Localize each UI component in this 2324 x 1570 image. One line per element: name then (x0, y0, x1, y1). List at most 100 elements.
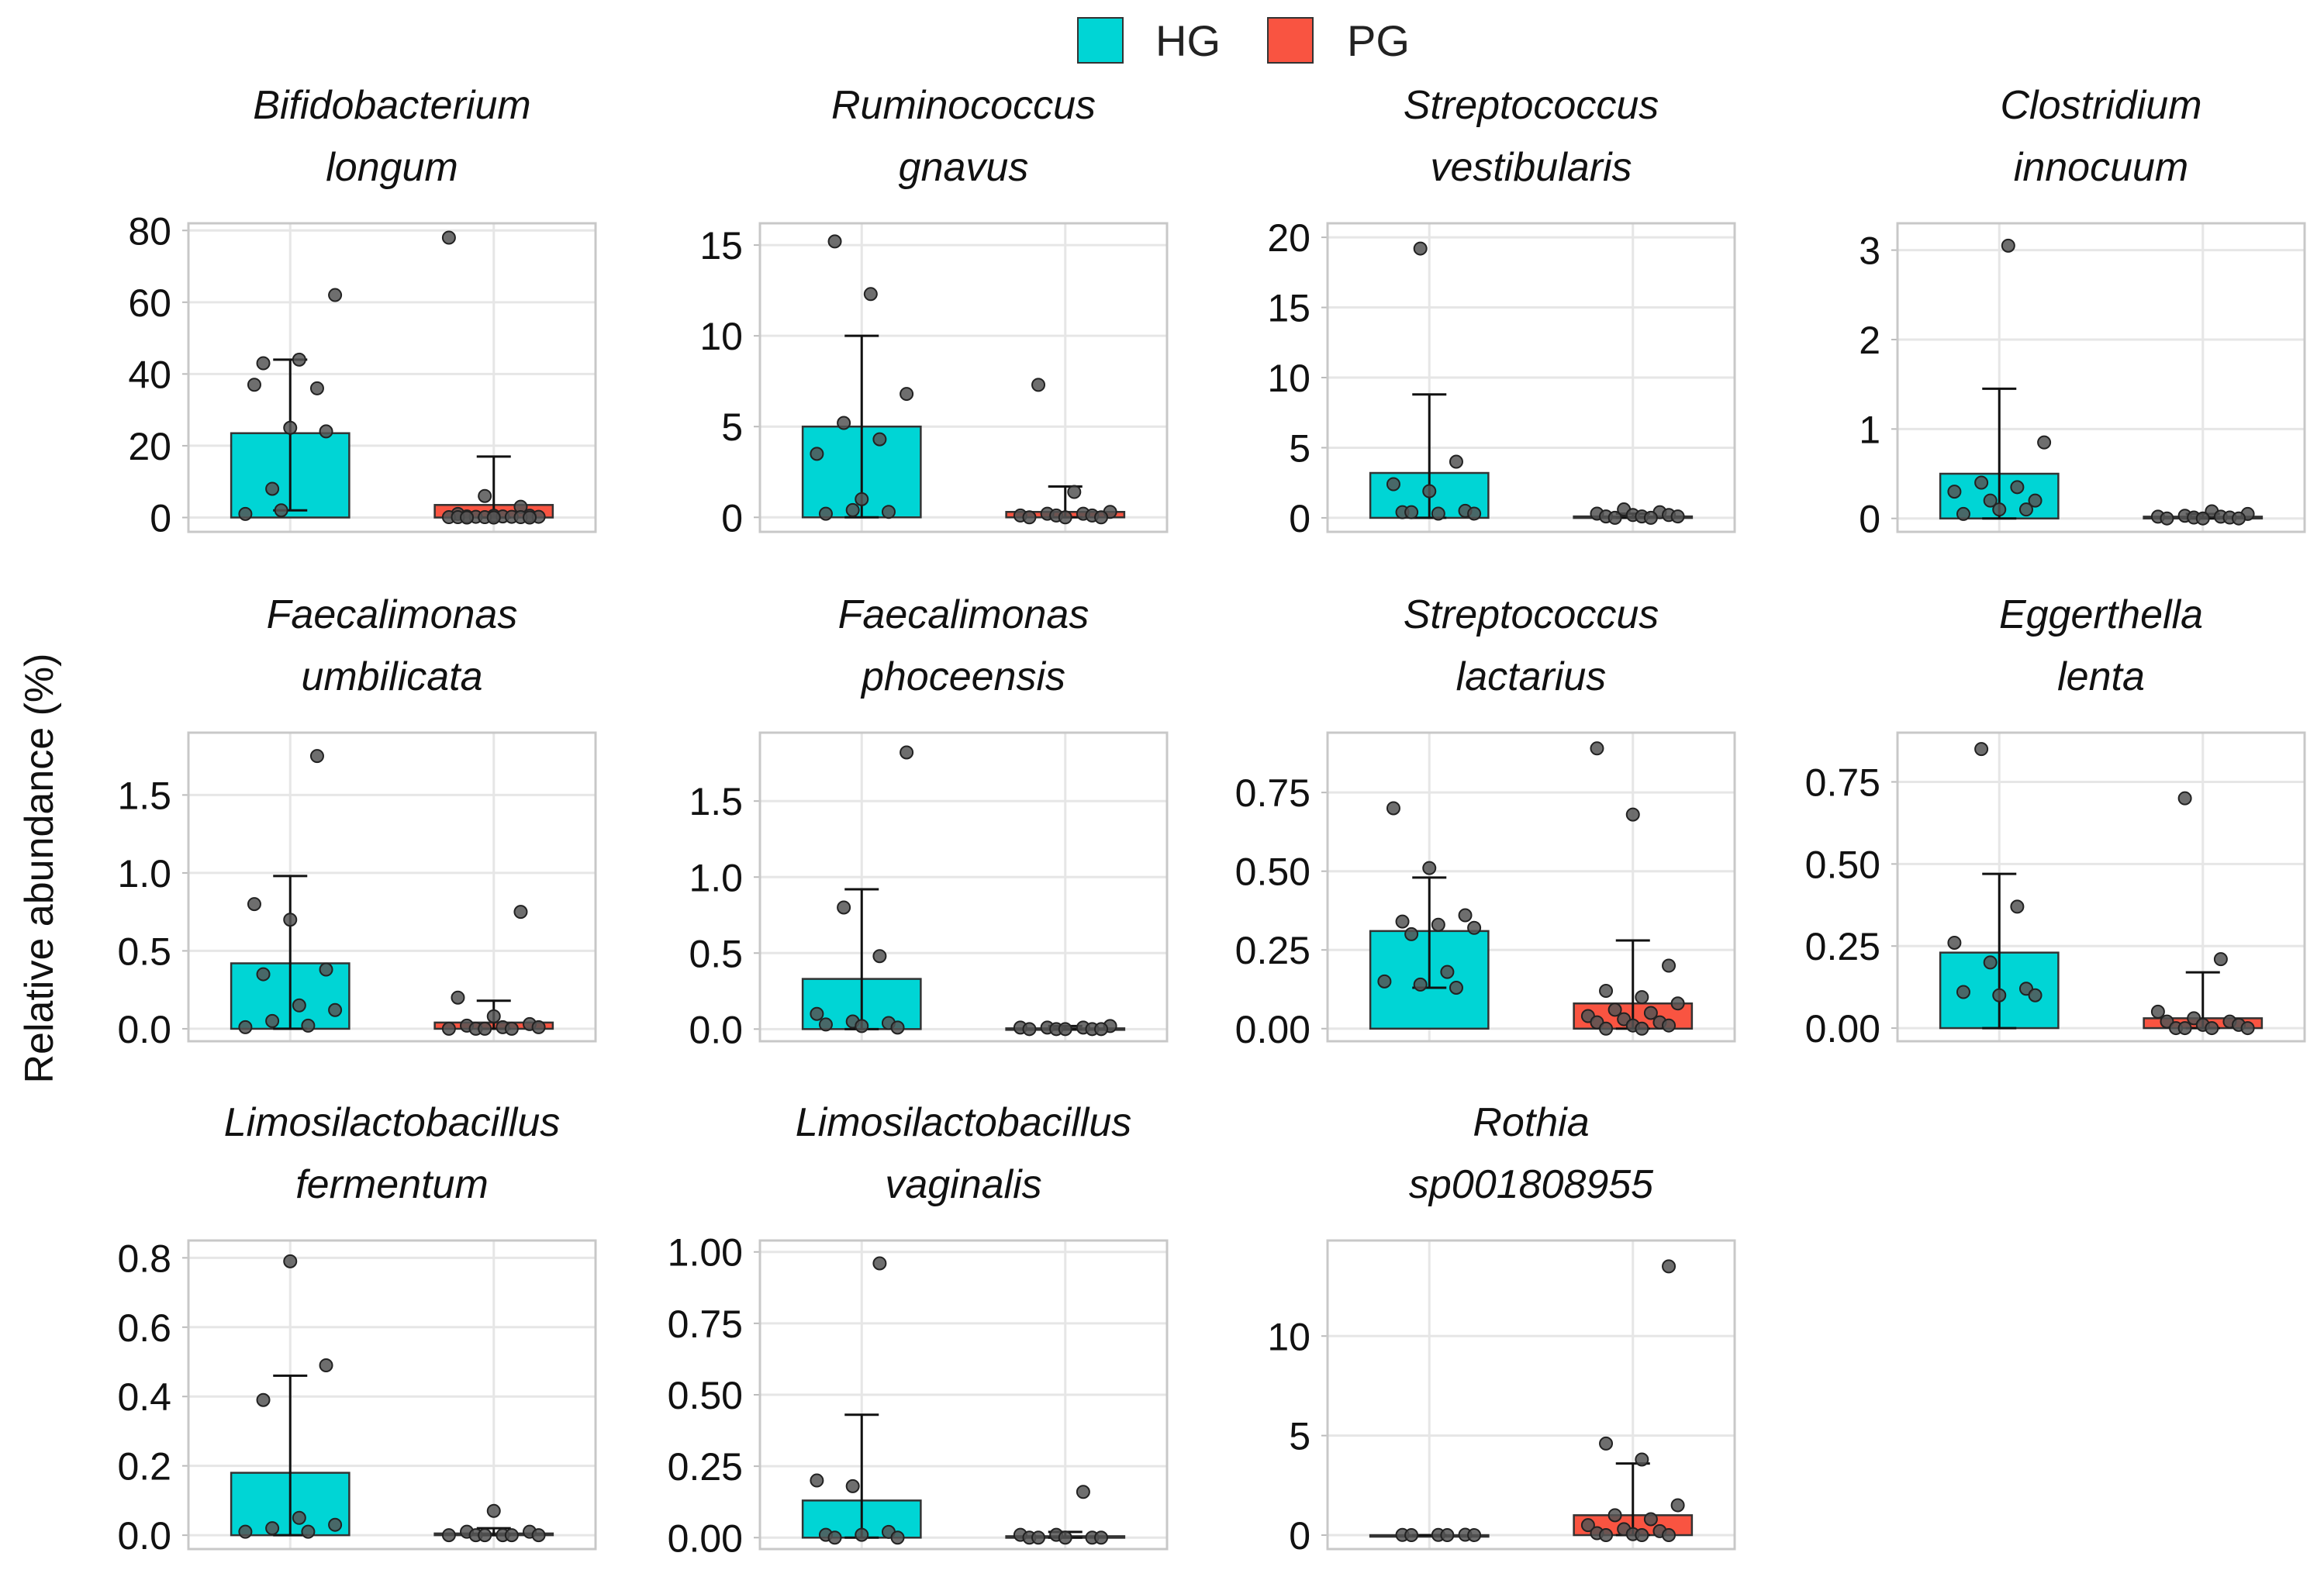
panel-title: Bifidobacterium (253, 83, 530, 128)
data-point (2240, 1021, 2255, 1036)
data-point (810, 447, 824, 461)
y-tick-label: 0.50 (668, 1374, 743, 1417)
data-point (2018, 502, 2033, 517)
y-tick-label: 0.0 (117, 1514, 171, 1558)
y-tick-label: 80 (128, 209, 171, 253)
data-point (1662, 1259, 1677, 1274)
data-point (1599, 1021, 1614, 1036)
data-point (2028, 493, 2043, 508)
data-point (504, 1528, 519, 1543)
data-point (2160, 511, 2174, 526)
data-point (1431, 506, 1445, 521)
plot-frame (758, 1239, 1169, 1551)
chart-panel: Limosilactobacillus vaginalis 0.00 0.25 0.50… (668, 1100, 1169, 1560)
data-point (1599, 1528, 1614, 1543)
chart-panel: Ruminococcus gnavus 0 5 10 15 (699, 83, 1169, 540)
data-point (1022, 510, 1037, 525)
legend-swatch-pg (1267, 17, 1314, 64)
data-point (1440, 1528, 1455, 1543)
data-point (2232, 511, 2246, 526)
data-point (1449, 980, 1463, 995)
legend-label-hg: HG (1155, 16, 1221, 65)
panel-title: innocuum (2014, 145, 2188, 190)
data-point (1625, 807, 1640, 822)
data-point (1458, 908, 1473, 923)
data-point (1404, 926, 1419, 941)
data-point (1643, 1006, 1658, 1020)
data-point (1076, 1485, 1090, 1499)
chart-panel: Limosilactobacillus fermentum 0.0 0.2 0.4 0.6… (117, 1100, 597, 1558)
y-tick-label: 0.5 (117, 930, 171, 973)
data-point (441, 1021, 456, 1036)
data-point (1580, 1518, 1595, 1533)
panel-title: vestibularis (1430, 145, 1632, 190)
chart-panel: Faecalimonas phoceensis 0.0 0.5 1.0 1.5 (689, 592, 1169, 1051)
data-point (1422, 484, 1437, 499)
panel-title: lactarius (1456, 654, 1607, 699)
data-point (1643, 510, 1658, 525)
data-point (1590, 741, 1604, 756)
panel-title: Limosilactobacillus (224, 1100, 561, 1145)
data-point (513, 905, 528, 920)
panel-title: Ruminococcus (831, 83, 1096, 128)
data-point (1983, 955, 1998, 970)
data-point (2001, 238, 2015, 253)
data-point (890, 1020, 905, 1035)
data-point (1956, 985, 1970, 999)
legend-swatch-hg (1077, 17, 1124, 64)
data-point (863, 287, 878, 302)
y-tick-label: 15 (1267, 287, 1310, 330)
data-point (2010, 899, 2025, 914)
data-point (872, 949, 887, 964)
chart-panel: Faecalimonas umbilicata 0.0 0.5 1.0 1.5 (117, 592, 597, 1051)
y-tick-label: 5 (1289, 426, 1310, 470)
data-point (531, 1020, 546, 1034)
y-tick-label: 0.6 (117, 1306, 171, 1350)
data-point (1404, 1528, 1419, 1543)
data-point (1599, 1436, 1614, 1451)
y-tick-label: 5 (721, 405, 743, 449)
data-point (1395, 914, 1410, 929)
data-point (1992, 502, 2007, 517)
y-tick-label: 0.25 (668, 1445, 743, 1489)
data-point (1635, 1021, 1649, 1036)
chart-panel: Eggerthella lenta 0.00 0.25 0.50 0.75 (1805, 592, 2306, 1051)
data-point (1449, 454, 1463, 469)
y-tick-label: 0.25 (1235, 929, 1310, 972)
y-tick-label: 1.5 (689, 780, 743, 823)
data-point (1094, 1530, 1109, 1545)
y-tick-label: 0 (150, 496, 171, 540)
data-point (256, 356, 271, 371)
data-point (328, 288, 343, 302)
data-point (265, 481, 280, 496)
data-point (478, 1021, 492, 1036)
data-point (486, 1503, 501, 1518)
data-point (319, 424, 333, 439)
y-tick-label: 0.75 (668, 1303, 743, 1346)
data-point (1983, 493, 1998, 508)
data-point (309, 381, 324, 395)
data-point (1947, 485, 1962, 499)
data-point (2177, 791, 2192, 806)
y-tick-label: 10 (1267, 357, 1310, 400)
data-point (1643, 1512, 1658, 1527)
data-point (309, 749, 324, 764)
data-point (238, 1020, 253, 1034)
y-tick-label: 0.00 (668, 1517, 743, 1560)
data-point (845, 502, 860, 517)
data-point (855, 1527, 869, 1542)
data-point (810, 1006, 824, 1021)
data-point (1947, 935, 1962, 950)
panel-title: Eggerthella (1999, 592, 2203, 637)
legend: HG PG (1077, 16, 1410, 65)
data-point (2028, 988, 2043, 1002)
data-point (504, 1021, 519, 1036)
data-point (1607, 1002, 1622, 1017)
y-tick-label: 0 (1289, 1514, 1310, 1558)
legend-label-pg: PG (1347, 16, 1410, 65)
data-point (301, 1524, 316, 1539)
data-point (1662, 1528, 1677, 1543)
y-axis-label: Relative abundance (%) (17, 654, 62, 1084)
y-tick-label: 0.0 (117, 1008, 171, 1051)
plot-frame (1896, 731, 2306, 1043)
